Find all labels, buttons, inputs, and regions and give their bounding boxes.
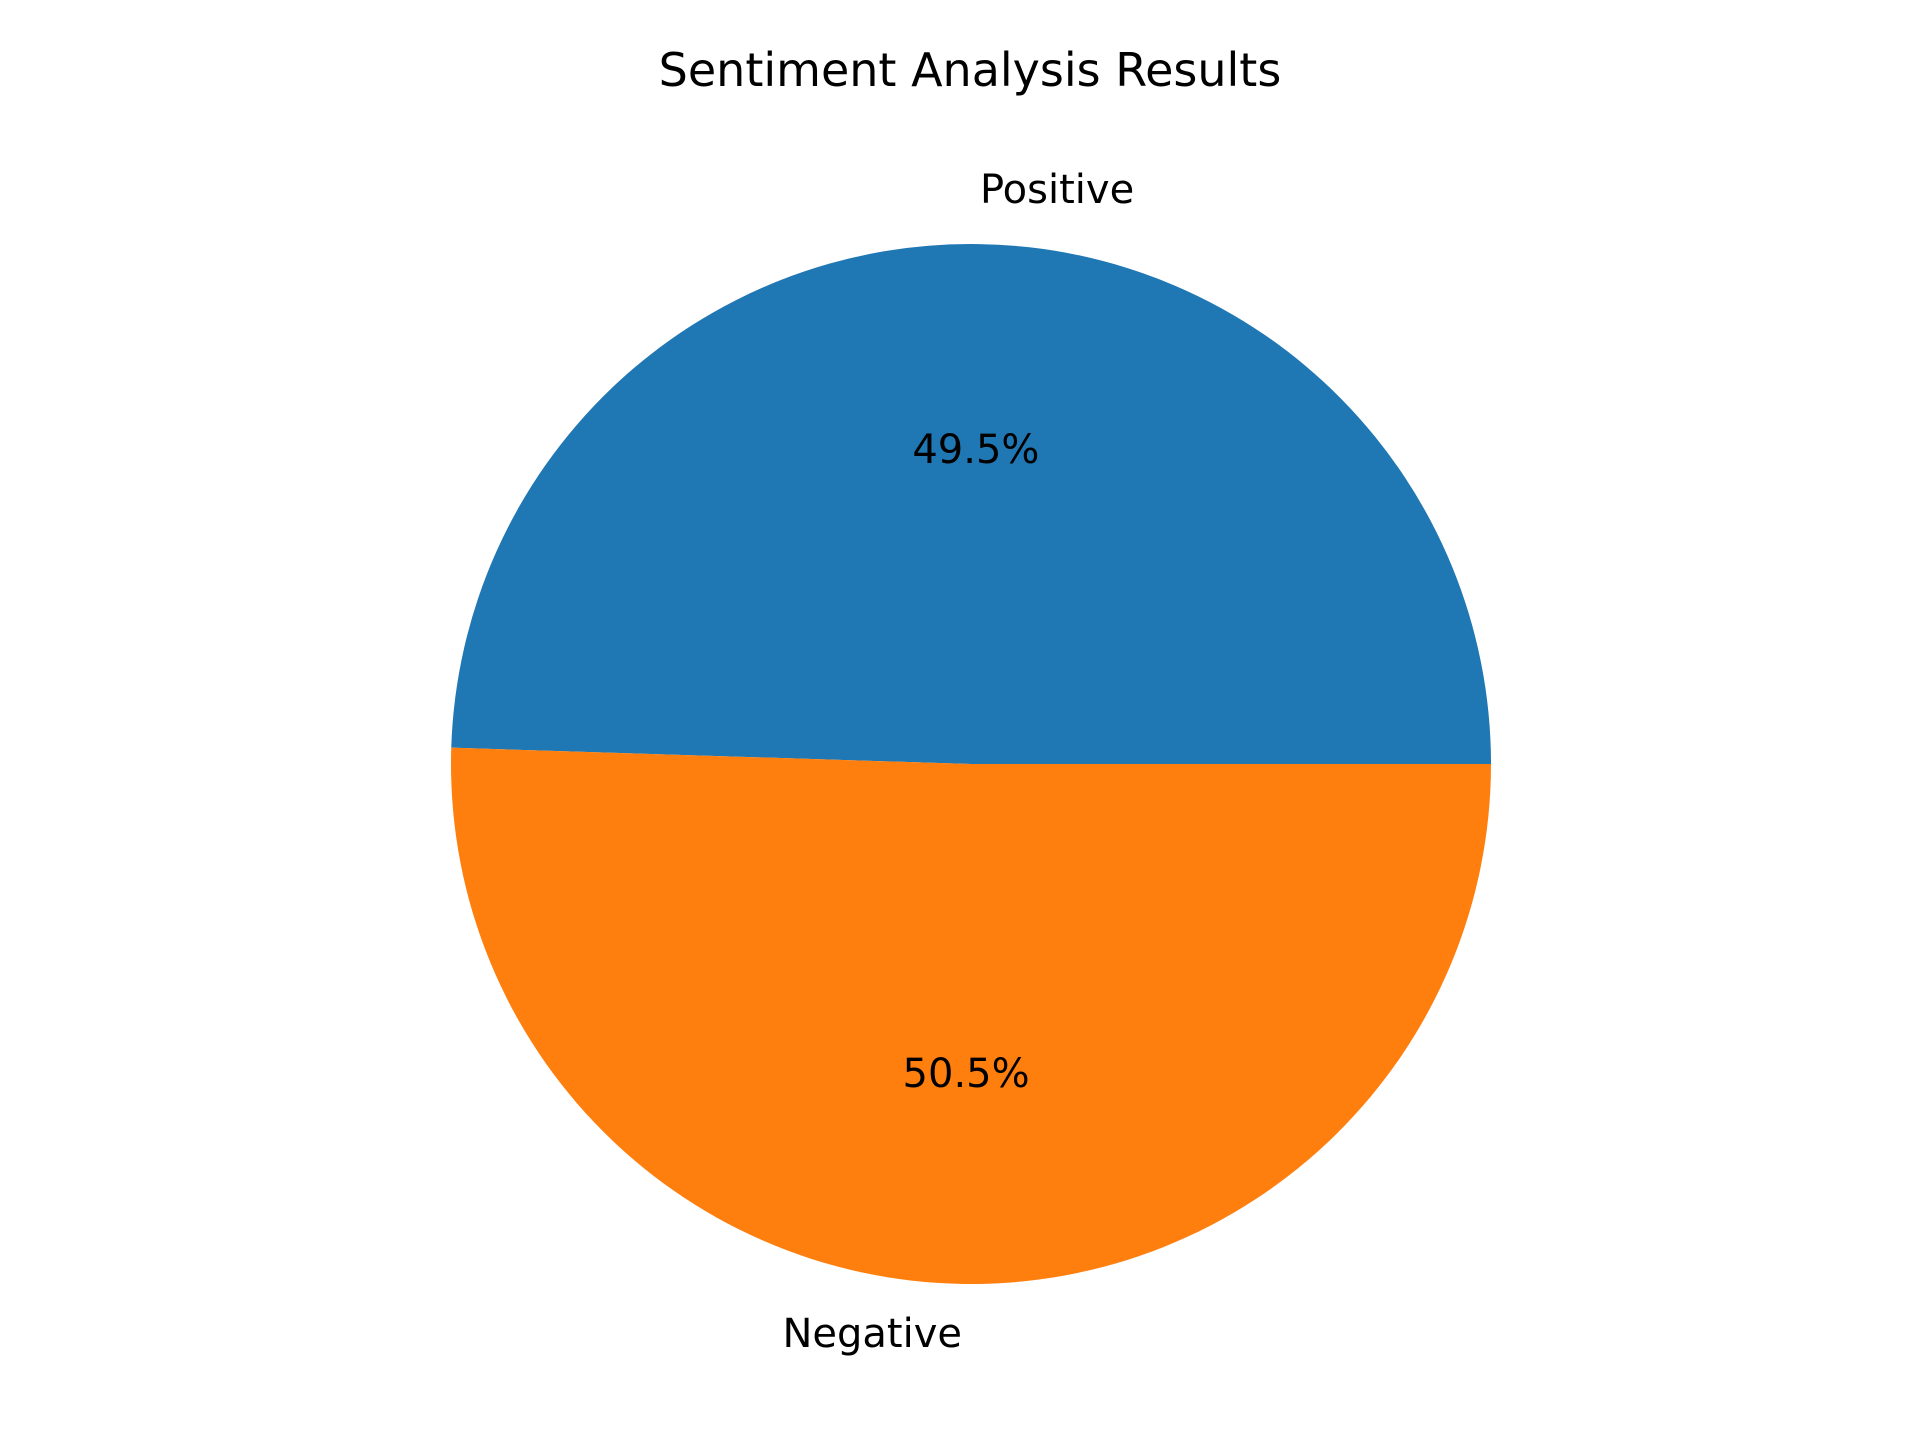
slice-percent-negative: 50.5% bbox=[903, 1051, 1030, 1097]
slice-label-positive: Positive bbox=[980, 167, 1134, 213]
pie-slices bbox=[450, 244, 1491, 1285]
slice-percent-positive: 49.5% bbox=[912, 427, 1039, 473]
slice-label-negative: Negative bbox=[782, 1311, 962, 1357]
pie-labels: Positive 49.5% Negative 50.5% bbox=[782, 167, 1134, 1357]
pie-slice-negative bbox=[450, 747, 1491, 1285]
chart-title: Sentiment Analysis Results bbox=[659, 43, 1282, 97]
pie-slice-positive bbox=[451, 244, 1491, 765]
